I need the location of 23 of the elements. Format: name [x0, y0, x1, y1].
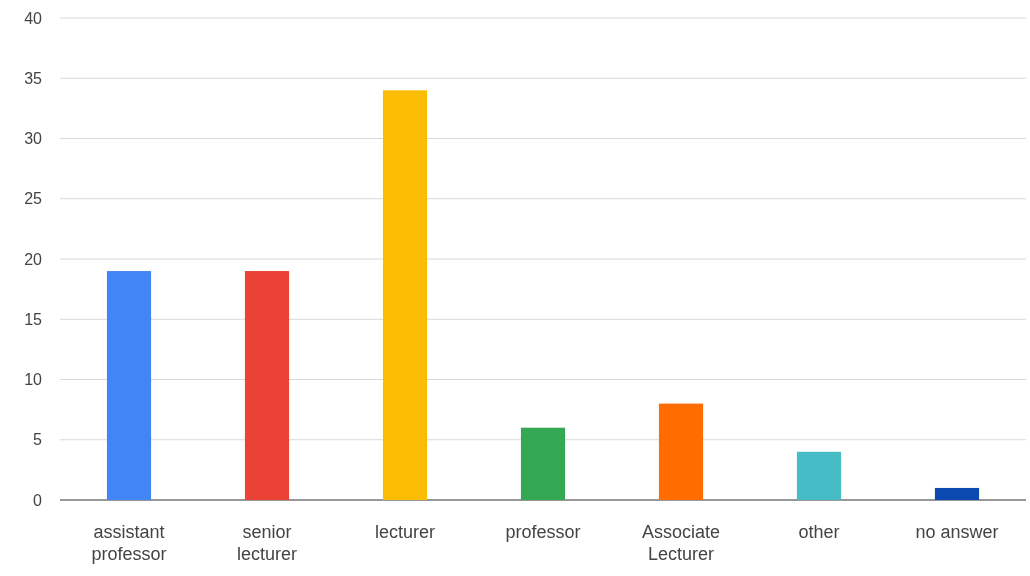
x-tick-label: Associate Lecturer: [641, 522, 721, 564]
x-tick-label: senior lecturer: [236, 522, 298, 564]
y-tick-label: 15: [24, 310, 43, 328]
y-tick-label: 30: [24, 130, 43, 148]
y-tick-label: 35: [24, 69, 43, 87]
x-tick-label: other: [798, 522, 840, 542]
y-tick-label: 10: [24, 371, 43, 389]
bar: [244, 271, 290, 500]
bar: [382, 90, 428, 500]
bar: [658, 403, 704, 500]
bar: [934, 487, 980, 500]
bar: [520, 427, 566, 500]
y-tick-label: 40: [24, 9, 43, 27]
x-tick-label: lecturer: [374, 522, 436, 542]
x-tick-label: professor: [505, 522, 581, 542]
y-tick-label: 20: [24, 250, 43, 268]
bar: [796, 451, 842, 500]
bar: [106, 271, 152, 500]
y-tick-label: 5: [33, 431, 43, 449]
y-tick-label: 25: [24, 190, 43, 208]
x-tick-label: assistant professor: [91, 522, 167, 564]
x-tick-label: no answer: [915, 522, 999, 542]
y-tick-label: 0: [33, 491, 43, 509]
